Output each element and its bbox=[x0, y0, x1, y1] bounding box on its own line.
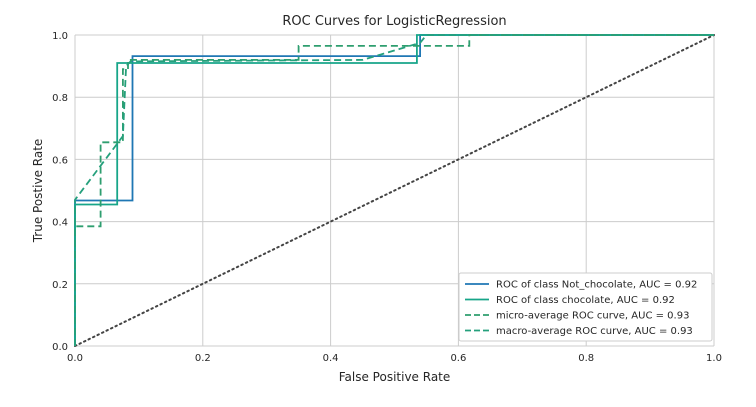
x-tick-label: 0.0 bbox=[67, 353, 83, 364]
y-tick-label: 0.6 bbox=[52, 155, 68, 166]
legend-entry: micro-average ROC curve, AUC = 0.93 bbox=[496, 311, 689, 322]
legend-entry: ROC of class Not_chocolate, AUC = 0.92 bbox=[496, 280, 697, 291]
legend: ROC of class Not_chocolate, AUC = 0.92 RO… bbox=[458, 272, 713, 342]
x-tick-label: 0.8 bbox=[578, 353, 594, 364]
y-tick-label: 1.0 bbox=[52, 31, 68, 42]
legend-entry: macro-average ROC curve, AUC = 0.93 bbox=[496, 326, 693, 337]
y-axis-ticks: 0.0 0.2 0.4 0.6 0.8 1.0 bbox=[52, 31, 68, 353]
chart-title: ROC Curves for LogisticRegression bbox=[282, 14, 506, 29]
series-line-4 bbox=[74, 34, 714, 346]
x-tick-label: 0.6 bbox=[450, 353, 466, 364]
y-tick-label: 0.4 bbox=[52, 218, 68, 229]
series-line-3 bbox=[74, 34, 714, 346]
x-axis-ticks: 0.0 0.2 0.4 0.6 0.8 1.0 bbox=[67, 353, 722, 364]
x-tick-label: 1.0 bbox=[706, 353, 722, 364]
legend-box bbox=[458, 272, 713, 342]
y-axis-label: True Postive Rate bbox=[31, 139, 45, 244]
grid bbox=[74, 34, 715, 347]
y-tick-label: 0.2 bbox=[52, 280, 68, 291]
x-tick-label: 0.4 bbox=[323, 353, 339, 364]
diagonal-reference-line bbox=[74, 34, 715, 347]
series-line-2 bbox=[74, 34, 714, 346]
y-tick-label: 0.0 bbox=[52, 342, 68, 353]
y-tick-label: 0.8 bbox=[52, 93, 68, 104]
series-lines bbox=[74, 34, 715, 347]
x-tick-label: 0.2 bbox=[195, 353, 211, 364]
x-axis-label: False Positive Rate bbox=[339, 370, 451, 384]
legend-entry: ROC of class chocolate, AUC = 0.92 bbox=[496, 295, 675, 306]
